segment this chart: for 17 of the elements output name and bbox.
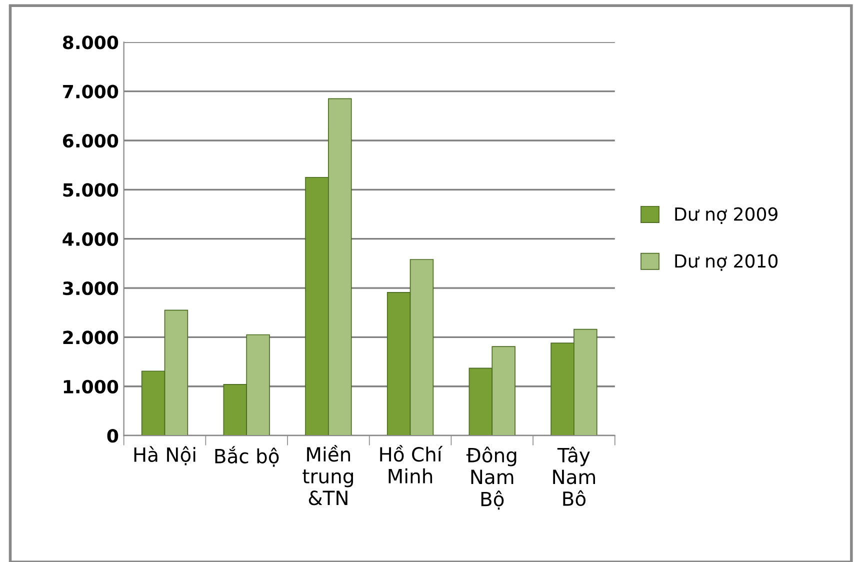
y-tick-label: 2.000	[63, 330, 118, 344]
y-tick-label: 8.000	[62, 36, 118, 50]
x-tick-label: Hà Nội	[134, 446, 196, 466]
legend-label: Dư nợ 2009	[675, 207, 778, 224]
x-tick-label: Tây Nam Bô	[553, 446, 596, 506]
y-tick-label: 1.000	[64, 380, 118, 394]
x-tick-label: Hồ Chí Minh	[380, 445, 443, 484]
legend-label: Dư nợ 2010	[675, 254, 778, 271]
x-tick-label: Đông Nam Bộ	[466, 446, 516, 510]
y-tick-label: 0	[107, 429, 118, 443]
y-tick-label: 6.000	[62, 134, 118, 148]
y-tick-label: 5.000	[63, 183, 118, 197]
x-tick-label: Bắc bộ	[215, 446, 279, 467]
y-tick-label: 4.000	[62, 232, 118, 246]
y-tick-label: 7.000	[63, 84, 118, 98]
x-tick-label: Miền trung &TN	[302, 445, 353, 506]
y-tick-label: 3.000	[63, 281, 118, 296]
